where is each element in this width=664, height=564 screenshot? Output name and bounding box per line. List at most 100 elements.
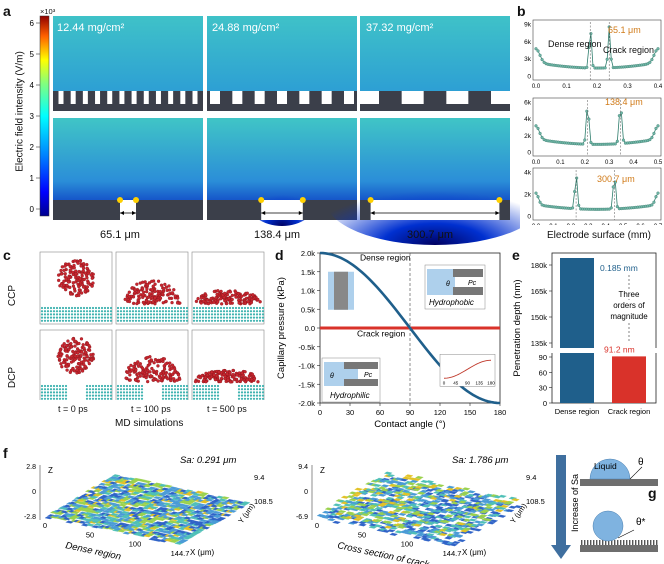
f-ytick: 108.5	[254, 497, 273, 506]
md-frame	[191, 251, 265, 325]
loading-3: 37.32 mg/cm²	[366, 22, 434, 34]
liquid-molecule	[169, 375, 173, 380]
surface-patch	[111, 474, 121, 478]
substrate-atom	[164, 384, 168, 388]
colorbar-tick-label: 1	[30, 174, 35, 183]
width-1: 65.1 μm	[100, 229, 140, 241]
liquid-molecule	[70, 270, 75, 274]
substrate-atom	[231, 310, 235, 313]
substrate-atom	[192, 397, 196, 400]
liquid-molecule	[67, 275, 71, 280]
liquid-molecule	[127, 299, 132, 304]
inset-small-xtick: 135	[475, 380, 483, 385]
surface-patch	[385, 496, 395, 500]
comb-gap	[210, 91, 220, 104]
surface-patch	[457, 522, 467, 526]
surface-patch	[494, 509, 504, 513]
substrate-atom	[185, 388, 189, 391]
surface-patch	[162, 524, 171, 528]
substrate-atom	[134, 306, 138, 310]
substrate-atom	[140, 384, 144, 388]
substrate-atom	[182, 397, 186, 400]
substrate-atom	[219, 306, 223, 310]
substrate-atom	[58, 394, 62, 397]
substrate-atom	[173, 316, 177, 319]
surface-patch	[399, 478, 409, 482]
liquid-molecule	[153, 296, 157, 300]
surface-patch	[149, 506, 159, 510]
surface-patch	[452, 531, 461, 535]
surface-patch	[369, 508, 378, 512]
d-ytick-label: -1.0k	[298, 362, 315, 371]
b-point	[652, 131, 656, 135]
b-point	[654, 195, 658, 199]
b-ytick: 6k	[524, 39, 532, 46]
substrate-atom	[43, 394, 47, 397]
substrate-atom	[140, 316, 144, 319]
substrate-atom	[261, 319, 265, 322]
substrate-atom	[94, 388, 98, 391]
d-ytick-label: 1.5k	[301, 268, 315, 277]
panel-label-d: d	[275, 247, 284, 263]
substrate-atom	[255, 397, 259, 400]
g-theta: θ	[638, 457, 644, 468]
substrate-atom	[213, 384, 217, 388]
liquid-molecule	[158, 376, 162, 380]
liquid-molecule	[219, 289, 223, 294]
liquid-molecule	[80, 369, 85, 373]
substrate-atom	[237, 394, 241, 397]
substrate-atom	[237, 384, 241, 388]
g-pillar	[611, 540, 613, 545]
substrate-atom	[249, 306, 253, 310]
substrate-atom	[76, 313, 80, 316]
substrate-atom	[179, 384, 183, 388]
liquid-molecule	[60, 365, 64, 369]
surface-patch	[374, 506, 384, 510]
liquid-molecule	[226, 378, 230, 382]
b-ytick: 3k	[524, 56, 532, 63]
md-caption: MD simulations	[115, 418, 184, 429]
surface-patch	[451, 541, 461, 545]
substrate-atom	[170, 388, 174, 391]
liquid-molecule	[65, 358, 69, 362]
substrate-atom	[240, 397, 244, 400]
liquid-molecule	[71, 349, 75, 354]
liquid-molecule	[123, 297, 127, 302]
surface-patch	[486, 521, 496, 525]
substrate-atom	[192, 310, 196, 313]
substrate-atom	[91, 316, 95, 319]
liquid-molecule	[172, 288, 176, 292]
surface-patch	[444, 514, 454, 518]
surface-patch	[109, 521, 119, 525]
substrate-atom	[106, 306, 110, 310]
surface-patch	[454, 534, 464, 538]
b-plot-frame	[532, 19, 662, 81]
b-xtick: 0.1	[556, 160, 565, 166]
substrate-atom	[204, 316, 208, 319]
substrate-atom	[55, 391, 59, 394]
surface-patch	[174, 529, 184, 533]
liquid-molecule	[258, 300, 262, 304]
substrate-atom	[88, 313, 92, 316]
liquid-molecule	[156, 364, 160, 368]
panel-label-c: c	[3, 247, 11, 263]
surface-patch	[118, 503, 128, 507]
d-xlabel: Contact angle (°)	[374, 419, 445, 430]
surface-patch	[449, 543, 458, 547]
substrate-atom	[109, 306, 113, 310]
liquid-molecule	[140, 366, 145, 370]
surface-patch	[228, 509, 237, 513]
substrate-atom	[61, 306, 65, 310]
liquid-molecule	[137, 296, 141, 300]
substrate-atom	[219, 316, 223, 319]
substrate-atom	[106, 310, 110, 313]
substrate-atom	[137, 310, 141, 313]
g-pillar	[638, 540, 640, 545]
substrate-atom	[173, 313, 177, 316]
surface-patch	[432, 499, 442, 503]
substrate-atom	[164, 391, 168, 394]
liquid-molecule	[77, 269, 81, 274]
substrate-atom	[73, 310, 77, 313]
d-ytick-label: 0.5k	[301, 305, 315, 314]
